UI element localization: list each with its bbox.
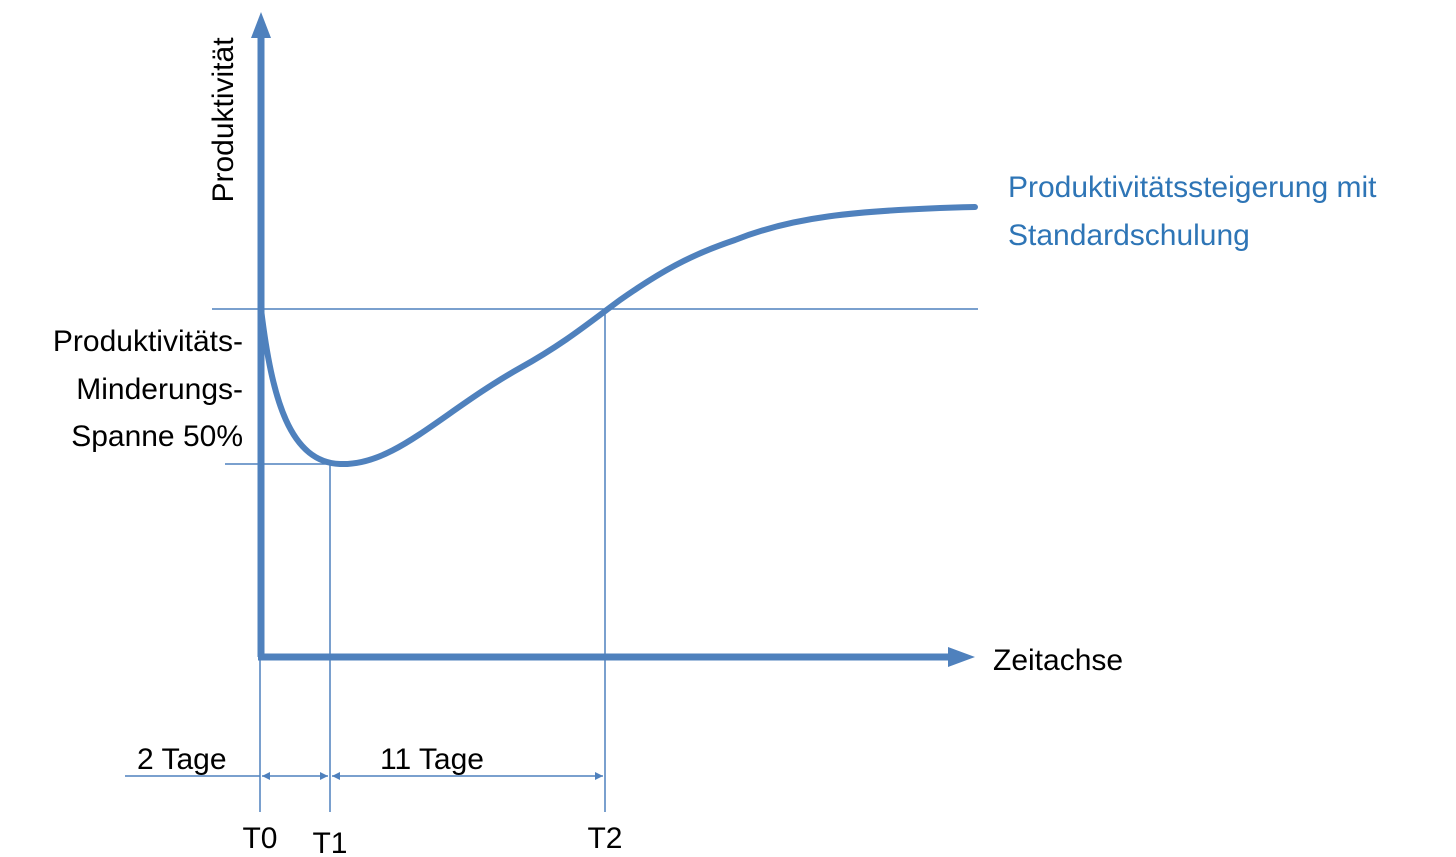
y-axis-label: Produktivität — [207, 37, 240, 203]
y-axis-arrowhead — [251, 12, 271, 38]
productivity-curve — [258, 204, 978, 468]
reduction-label-line3: Spanne 50% — [71, 420, 243, 453]
t1-label: T1 — [312, 827, 347, 857]
reduction-label-line2: Minderungs- — [76, 373, 243, 406]
curve-label-line2: Standardschulung — [1008, 219, 1250, 252]
duration-2-days-label: 2 Tage — [137, 743, 227, 776]
curve-label-line1: Produktivitätssteigerung mit — [1008, 171, 1377, 204]
x-axis-arrowhead — [948, 647, 975, 667]
reduction-label-line1: Produktivitäts- — [53, 325, 243, 358]
t2-label: T2 — [587, 822, 622, 855]
duration-11-days-label: 11 Tage — [380, 743, 484, 776]
t0-label: T0 — [242, 822, 277, 855]
x-axis-label: Zeitachse — [993, 644, 1123, 677]
